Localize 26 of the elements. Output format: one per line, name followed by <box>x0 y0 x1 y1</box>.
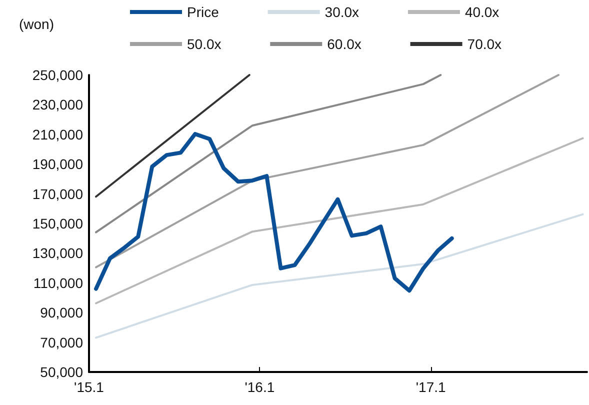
y-tick-label: 50,000 <box>40 364 84 380</box>
x-tick-label: '17.1 <box>416 379 446 395</box>
line-series <box>94 132 454 293</box>
line-series <box>95 137 584 304</box>
y-axis-title: (won) <box>19 16 54 32</box>
y-tick-label: 170,000 <box>32 186 84 202</box>
legend-label: 60.0x <box>327 36 400 52</box>
line-series <box>95 213 584 339</box>
x-tick-label: '15.1 <box>74 379 104 395</box>
y-tick-label: 250,000 <box>32 67 84 83</box>
legend-label: 70.0x <box>467 36 540 52</box>
y-tick-label: 110,000 <box>33 274 84 291</box>
y-tick-label: 70,000 <box>40 334 84 350</box>
y-tick-label: 190,000 <box>32 156 84 172</box>
y-tick-label: 150,000 <box>32 216 84 232</box>
legend-label: Price <box>187 4 258 20</box>
y-tick-label: 230,000 <box>32 96 84 113</box>
legend-label: 50.0x <box>187 36 260 52</box>
y-tick-label: 90,000 <box>40 304 84 321</box>
x-tick-label: '16.1 <box>244 379 275 395</box>
legend-label: 40.0x <box>464 4 538 20</box>
legend-label: 30.0x <box>324 4 398 20</box>
y-tick-label: 210,000 <box>32 126 84 142</box>
line-series <box>95 74 442 234</box>
line-series <box>95 74 560 268</box>
y-tick-label: 130,000 <box>32 245 84 262</box>
